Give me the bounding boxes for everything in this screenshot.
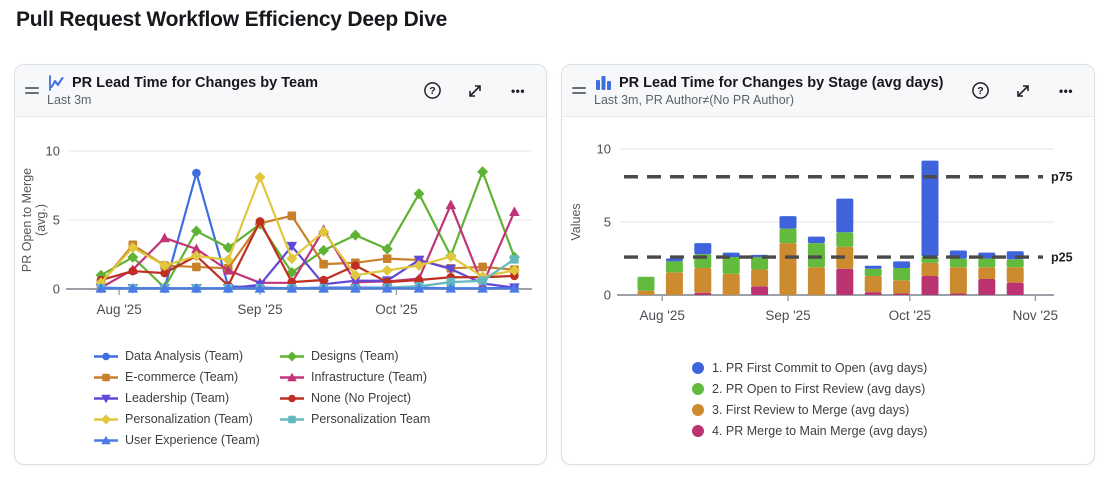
legend-label: Data Analysis (Team) bbox=[125, 349, 244, 363]
card-actions: ? ••• bbox=[970, 81, 1076, 101]
legend-item[interactable]: Leadership (Team) bbox=[93, 391, 279, 405]
legend-dot-icon bbox=[692, 425, 704, 437]
legend-label: 4. PR Merge to Main Merge (avg days) bbox=[712, 424, 928, 438]
ellipsis-icon: ••• bbox=[1058, 83, 1074, 98]
legend-label: Infrastructure (Team) bbox=[311, 370, 428, 384]
help-button[interactable]: ? bbox=[970, 81, 990, 101]
stage-bar-chart: 0 5 10 Aug '25 Sep '25 Oct '25 Nov '25 Values p7… bbox=[569, 142, 1073, 324]
more-menu-button[interactable]: ••• bbox=[508, 81, 528, 101]
line-chart-icon bbox=[49, 75, 64, 91]
circle-marker-icon bbox=[94, 352, 118, 360]
legend-label: 2. PR Open to First Review (avg days) bbox=[712, 382, 926, 396]
legend-item[interactable]: None (No Project) bbox=[279, 391, 465, 405]
legend-label: Designs (Team) bbox=[311, 349, 399, 363]
stage-bar-legend: 1. PR First Commit to Open (avg days) 2. … bbox=[692, 361, 1094, 438]
svg-text:Aug '25: Aug '25 bbox=[96, 302, 141, 317]
expand-button[interactable] bbox=[1013, 81, 1033, 101]
card-header: PR Lead Time for Changes by Stage (avg d… bbox=[562, 65, 1094, 117]
svg-text:Sep '25: Sep '25 bbox=[237, 302, 282, 317]
legend-item[interactable]: Personalization Team bbox=[279, 412, 465, 426]
bar-chart-icon bbox=[596, 76, 611, 90]
svg-text:?: ? bbox=[429, 85, 435, 97]
drag-handle-icon[interactable] bbox=[25, 84, 39, 97]
legend-label: Personalization Team bbox=[311, 412, 431, 426]
legend-label: None (No Project) bbox=[311, 391, 412, 405]
svg-text:?: ? bbox=[977, 85, 983, 97]
card-lead-time-by-team: PR Lead Time for Changes by Team Last 3m… bbox=[14, 64, 547, 465]
legend-item[interactable]: 3. First Review to Merge (avg days) bbox=[692, 403, 1094, 417]
square-marker-icon bbox=[94, 373, 118, 381]
legend-item[interactable]: Personalization (Team) bbox=[93, 412, 279, 426]
svg-text:5: 5 bbox=[604, 215, 611, 230]
diamond-marker-icon bbox=[280, 351, 304, 361]
legend-item[interactable]: Data Analysis (Team) bbox=[93, 349, 279, 363]
legend-item[interactable]: 1. PR First Commit to Open (avg days) bbox=[692, 361, 1094, 375]
svg-text:Nov '25: Nov '25 bbox=[1013, 308, 1058, 323]
card-title: PR Lead Time for Changes by Stage (avg d… bbox=[619, 75, 944, 91]
legend-label: 3. First Review to Merge (avg days) bbox=[712, 403, 910, 417]
legend-dot-icon bbox=[692, 362, 704, 374]
card-subtitle: Last 3m bbox=[47, 93, 92, 107]
diamond-marker-icon bbox=[94, 414, 118, 424]
legend-dot-icon bbox=[692, 383, 704, 395]
svg-text:Sep '25: Sep '25 bbox=[765, 308, 810, 323]
legend-item[interactable]: E-commerce (Team) bbox=[93, 370, 279, 384]
expand-button[interactable] bbox=[465, 81, 485, 101]
triangle-up-marker-icon bbox=[280, 372, 304, 381]
svg-text:0: 0 bbox=[604, 288, 611, 303]
team-line-chart: 0 5 10 Aug '25 Sep '25 Oct '25 PR Open to Merg… bbox=[20, 144, 532, 317]
svg-text:PR Open to Merge(avg.): PR Open to Merge(avg.) bbox=[20, 168, 48, 272]
square-marker-icon bbox=[280, 415, 304, 423]
svg-text:5: 5 bbox=[53, 213, 60, 228]
card-lead-time-by-stage: PR Lead Time for Changes by Stage (avg d… bbox=[561, 64, 1095, 465]
legend-label: Leadership (Team) bbox=[125, 391, 230, 405]
circle-marker-icon bbox=[280, 394, 304, 402]
legend-dot-icon bbox=[692, 404, 704, 416]
more-menu-button[interactable]: ••• bbox=[1056, 81, 1076, 101]
svg-text:10: 10 bbox=[597, 142, 611, 157]
legend-item[interactable]: Infrastructure (Team) bbox=[279, 370, 465, 384]
legend-label: E-commerce (Team) bbox=[125, 370, 239, 384]
card-titles: PR Lead Time for Changes by Team Last 3m bbox=[47, 74, 414, 107]
card-header: PR Lead Time for Changes by Team Last 3m… bbox=[15, 65, 546, 117]
svg-text:Aug '25: Aug '25 bbox=[640, 308, 685, 323]
triangle-down-marker-icon bbox=[94, 394, 118, 403]
legend-item[interactable]: Designs (Team) bbox=[279, 349, 465, 363]
page-title: Pull Request Workflow Efficiency Deep Di… bbox=[16, 8, 448, 31]
svg-text:Oct '25: Oct '25 bbox=[889, 308, 931, 323]
svg-text:Values: Values bbox=[569, 203, 583, 240]
ellipsis-icon: ••• bbox=[510, 83, 526, 98]
legend-label: Personalization (Team) bbox=[125, 412, 253, 426]
team-line-legend: Data Analysis (Team) Designs (Team) E-comm… bbox=[93, 349, 465, 447]
legend-item[interactable]: User Experience (Team) bbox=[93, 433, 279, 447]
legend-item[interactable]: 4. PR Merge to Main Merge (avg days) bbox=[692, 424, 1094, 438]
legend-label: User Experience (Team) bbox=[125, 433, 260, 447]
svg-text:Oct '25: Oct '25 bbox=[375, 302, 417, 317]
triangle-up-marker-icon bbox=[94, 435, 118, 444]
svg-text:p25: p25 bbox=[1051, 251, 1073, 265]
legend-item[interactable]: 2. PR Open to First Review (avg days) bbox=[692, 382, 1094, 396]
drag-handle-icon[interactable] bbox=[572, 84, 586, 97]
svg-text:0: 0 bbox=[53, 282, 60, 297]
svg-text:10: 10 bbox=[46, 144, 60, 159]
card-titles: PR Lead Time for Changes by Stage (avg d… bbox=[594, 74, 962, 107]
svg-text:p75: p75 bbox=[1051, 170, 1073, 184]
card-subtitle: Last 3m, PR Author≠(No PR Author) bbox=[594, 93, 794, 107]
help-button[interactable]: ? bbox=[422, 81, 442, 101]
card-actions: ? ••• bbox=[422, 81, 528, 101]
legend-label: 1. PR First Commit to Open (avg days) bbox=[712, 361, 928, 375]
card-title: PR Lead Time for Changes by Team bbox=[72, 75, 319, 91]
